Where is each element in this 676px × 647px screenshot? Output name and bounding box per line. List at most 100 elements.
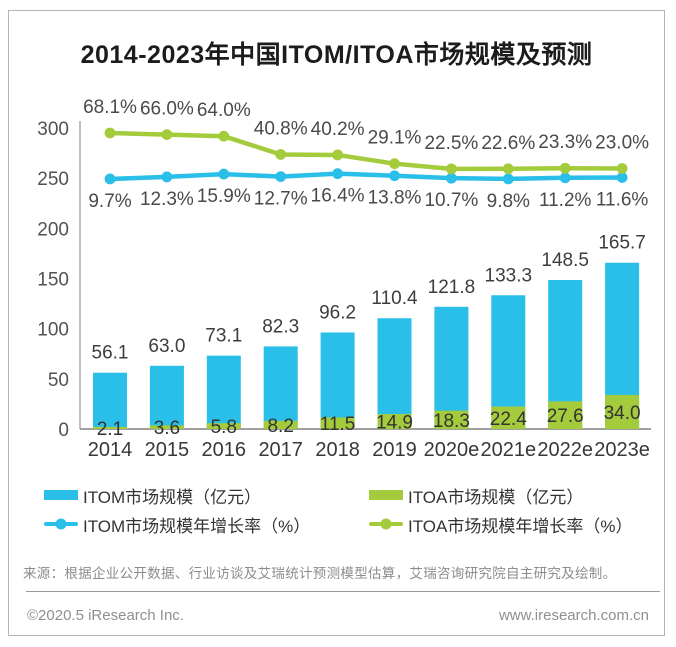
itoa-bar (149, 425, 184, 429)
itoa-bar (377, 414, 412, 429)
itom-bar-value-label: 165.7 (598, 233, 646, 254)
market-chart-svg: 0 50 100 150 200 250 300 2014 2015 2016 2017 2018 20… (37, 97, 651, 461)
chart-title: 2014-2023年中国ITOM/ITOA市场规模及预测 (80, 41, 593, 69)
itoa-growth-label: 40.2% (311, 119, 365, 140)
x-axis-category-label: 2020e (424, 439, 480, 461)
y-axis-tick-label: 150 (37, 270, 69, 291)
itom-line-point (502, 173, 514, 185)
x-axis-category-label: 2017 (258, 439, 303, 461)
legend-swatch-itom-bar (44, 490, 78, 500)
itoa-line-point (446, 163, 457, 175)
itom-bar-value-label: 121.8 (428, 277, 476, 298)
itom-bar-value-label: 82.3 (262, 316, 299, 337)
y-axis-tick-label: 50 (48, 370, 69, 391)
y-axis-tick-label: 250 (37, 169, 69, 190)
itom-line-point (389, 170, 400, 182)
legend-label-itoa-bar: ITOA市场规模（亿元） (408, 487, 584, 507)
itoa-bar-value-label: 2.1 (97, 419, 123, 440)
itoa-bar (206, 423, 241, 429)
itoa-bar-value-label: 11.5 (320, 414, 356, 435)
itoa-bar (320, 417, 355, 429)
itoa-growth-label: 23.0% (595, 132, 649, 153)
copyright-text: ©2020.5 iResearch Inc. (27, 607, 184, 624)
itoa-bar (491, 406, 526, 429)
itom-line-point (218, 168, 230, 180)
itoa-bar (605, 394, 640, 429)
itom-growth-label: 9.7% (88, 191, 131, 212)
legend-item-itom-bar: ITOM市场规模（亿元） (44, 485, 262, 507)
itoa-bar (434, 410, 469, 429)
itom-bar-value-label: 110.4 (371, 288, 418, 309)
itoa-line-point (161, 129, 173, 141)
itom-bar (263, 346, 298, 429)
itoa-bar-value-label: 22.4 (490, 409, 527, 430)
chart-plot-area: 0 50 100 150 200 250 300 2014 2015 2016 2017 2018 20… (9, 91, 664, 483)
itoa-line-point (616, 163, 628, 174)
itom-line-point (616, 172, 628, 183)
y-axis-tick-label: 100 (37, 320, 69, 341)
itoa-growth-label: 22.6% (481, 133, 535, 154)
legend-swatch-itoa-bar (369, 490, 403, 500)
itom-line-point (446, 172, 457, 184)
itoa-line-point (502, 163, 514, 175)
itom-growth-label: 16.4% (311, 186, 365, 207)
x-axis-category-label: 2018 (315, 439, 360, 461)
itoa-line-point (218, 130, 230, 142)
itoa-line-point (275, 149, 287, 160)
itom-bar (206, 355, 241, 429)
itoa-growth-label: 29.1% (368, 128, 422, 149)
itom-growth-label: 12.7% (254, 189, 308, 210)
itoa-growth-label: 66.0% (140, 99, 194, 120)
itoa-growth-label: 68.1% (83, 97, 137, 118)
legend-dot-itom (55, 518, 67, 530)
itoa-line-point (332, 149, 343, 161)
x-axis-category-label: 2016 (202, 439, 247, 461)
itoa-growth-label: 64.0% (197, 100, 251, 121)
legend-item-itom-line: ITOM市场规模年增长率（%） (44, 514, 311, 536)
itoa-bar-value-label: 34.0 (604, 403, 641, 424)
itom-growth-label: 15.9% (197, 186, 251, 207)
itoa-bar (263, 420, 298, 429)
itom-growth-label: 13.8% (368, 188, 422, 209)
itom-line-point (104, 173, 116, 185)
itom-bar-value-label: 73.1 (205, 326, 242, 347)
itom-bar (149, 365, 184, 429)
legend-label-itoa-line: ITOA市场规模年增长率（%） (408, 516, 633, 536)
itom-line-point (559, 172, 571, 184)
itom-growth-label: 11.2% (539, 190, 592, 211)
footer-divider (26, 591, 660, 592)
legend-label-itom-line: ITOM市场规模年增长率（%） (83, 516, 311, 536)
itom-growth-label: 9.8% (487, 191, 530, 212)
itom-growth-label: 11.6% (596, 189, 649, 210)
legend-dot-itoa (380, 518, 392, 530)
legend-label-itom-bar: ITOM市场规模（亿元） (83, 487, 262, 507)
legend-item-itoa-line: ITOA市场规模年增长率（%） (369, 514, 633, 536)
y-axis-tick-label: 300 (37, 119, 69, 140)
x-axis-category-label: 2021e (480, 439, 536, 461)
itoa-bar-value-label: 5.8 (211, 417, 237, 438)
itoa-bar-value-label: 8.2 (267, 416, 293, 437)
chart-card-frame: 2014-2023年中国ITOM/ITOA市场规模及预测 0 50 100 150 20… (8, 10, 665, 636)
itom-line-point (332, 168, 343, 180)
itoa-growth-label: 22.5% (424, 133, 478, 154)
itoa-bar-value-label: 14.9 (376, 413, 413, 434)
itom-bar (434, 306, 469, 429)
itoa-bar (548, 401, 583, 429)
y-axis-tick-label: 0 (58, 420, 69, 441)
x-axis-category-label: 2022e (537, 439, 593, 461)
x-axis-category-label: 2015 (145, 439, 190, 461)
legend-item-itoa-bar: ITOA市场规模（亿元） (369, 485, 584, 507)
itoa-line-point (389, 158, 400, 170)
x-axis-category-label: 2014 (88, 439, 133, 461)
itom-line-point (275, 171, 287, 182)
website-text: www.iresearch.com.cn (498, 607, 649, 624)
itom-growth-line (107, 171, 625, 182)
itoa-line-point (104, 127, 116, 139)
itom-growth-label: 10.7% (424, 190, 478, 211)
itoa-line-point (559, 162, 571, 174)
itom-bar-value-label: 148.5 (541, 250, 589, 271)
itom-bar (320, 332, 355, 429)
legend-swatch-itom-line (44, 518, 78, 530)
itoa-growth-label: 23.3% (538, 132, 592, 153)
itom-bar-value-label: 56.1 (92, 343, 129, 364)
